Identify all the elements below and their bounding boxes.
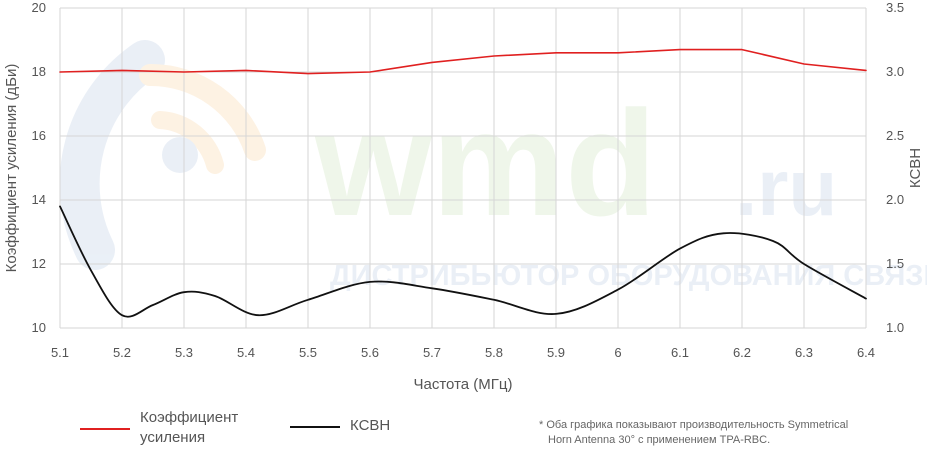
x-tick-label-0: 5.1 xyxy=(51,345,69,360)
watermark-brand: wmd xyxy=(314,79,657,247)
y-right-tick-label-3: 2.5 xyxy=(886,128,904,143)
y-right-tick-label-4: 3.0 xyxy=(886,64,904,79)
chart: wmd .ru ДИСТРИБЬЮТОР ОБОРУДОВАНИЯ СВЯЗИ … xyxy=(3,0,927,393)
x-axis-title: Частота (МГц) xyxy=(414,376,513,393)
x-tick-label-12: 6.3 xyxy=(795,345,813,360)
y-left-tick-label-0: 10 xyxy=(32,320,46,335)
x-tick-label-1: 5.2 xyxy=(113,345,131,360)
y-axis-left-title: Коэффициент усиления (дБи) xyxy=(3,64,20,273)
ticks: 5.1 5.2 5.3 5.4 5.5 5.6 5.7 5.8 5.9 6 6.1 6.2 6.3 6.4… xyxy=(32,0,905,360)
footnote-line1: * Оба графика показывают производительно… xyxy=(539,419,849,431)
legend-gain-swatch xyxy=(80,428,130,430)
legend-gain-label-line1: Коэффициент xyxy=(140,409,239,426)
series-line-vswr xyxy=(59,205,867,318)
watermark-suffix: .ru xyxy=(735,143,837,232)
x-tick-label-11: 6.2 xyxy=(733,345,751,360)
watermark-tagline: ДИСТРИБЬЮТОР ОБОРУДОВАНИЯ СВЯЗИ xyxy=(330,260,927,292)
x-tick-label-4: 5.5 xyxy=(299,345,317,360)
footnote: * Оба графика показывают производительно… xyxy=(539,418,919,448)
x-tick-label-5: 5.6 xyxy=(361,345,379,360)
grid xyxy=(59,7,867,329)
series-line-gain xyxy=(59,48,867,75)
y-left-tick-label-5: 20 xyxy=(32,0,46,15)
y-left-tick-label-1: 12 xyxy=(32,256,46,271)
y-left-tick-label-3: 16 xyxy=(32,128,46,143)
y-right-tick-label-2: 2.0 xyxy=(886,192,904,207)
x-tick-label-3: 5.4 xyxy=(237,345,255,360)
y-left-tick-label-2: 14 xyxy=(32,192,46,207)
legend-gain-label-line2: усиления xyxy=(140,429,206,446)
watermark-dot xyxy=(162,137,198,173)
y-right-tick-label-0: 1.0 xyxy=(886,320,904,335)
x-tick-label-13: 6.4 xyxy=(857,345,875,360)
x-tick-label-7: 5.8 xyxy=(485,345,503,360)
legend-vswr-swatch xyxy=(290,426,340,428)
y-right-tick-label-1: 1.5 xyxy=(886,256,904,271)
x-tick-label-8: 5.9 xyxy=(547,345,565,360)
legend-vswr-label: КСВН xyxy=(350,417,391,434)
series xyxy=(59,48,867,318)
x-tick-label-9: 6 xyxy=(614,345,621,360)
legend-gain-label: Коэффициент усиления xyxy=(140,408,238,448)
footnote-line2: Horn Antenna 30° с применением TPA-RBC. xyxy=(548,434,771,446)
watermark-arc-orange-inner xyxy=(151,111,224,174)
x-tick-label-2: 5.3 xyxy=(175,345,193,360)
watermark-arc-orange-outer xyxy=(139,63,266,161)
x-tick-label-6: 5.7 xyxy=(423,345,441,360)
y-axis-right-title: КСВН xyxy=(907,148,924,188)
y-right-tick-label-5: 3.5 xyxy=(886,0,904,15)
y-left-tick-label-4: 18 xyxy=(32,64,46,79)
x-tick-label-10: 6.1 xyxy=(671,345,689,360)
watermark-logo: wmd .ru ДИСТРИБЬЮТОР ОБОРУДОВАНИЯ СВЯЗИ xyxy=(59,40,927,292)
watermark-arc-blue xyxy=(59,40,165,270)
